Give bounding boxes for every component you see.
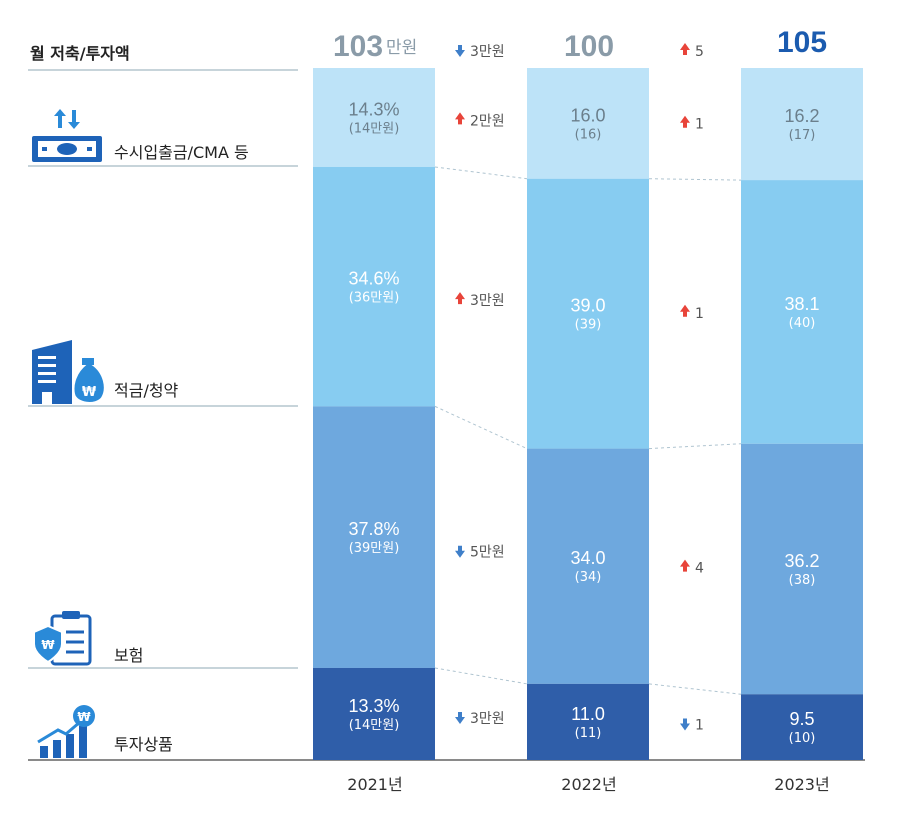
bar-segment bbox=[313, 406, 435, 668]
value-label: 13.3% bbox=[348, 696, 399, 716]
sub-value-label: (14만원) bbox=[349, 718, 400, 733]
legend-label-investment: 투자상품 bbox=[114, 735, 173, 754]
bar-segment bbox=[313, 166, 435, 407]
total-change-label: 3만원 bbox=[470, 44, 505, 60]
sub-value-label: (17) bbox=[789, 128, 816, 143]
total-2022: 100 bbox=[564, 30, 614, 63]
up-arrow-icon bbox=[455, 292, 465, 305]
change-label: 3만원 bbox=[470, 711, 505, 727]
change-label: 3만원 bbox=[470, 293, 505, 309]
total-value: 103 bbox=[333, 30, 383, 63]
bar-segment bbox=[527, 448, 649, 684]
total-unit: 만원 bbox=[386, 38, 417, 58]
value-label: 16.0 bbox=[570, 105, 605, 125]
sub-value-label: (14만원) bbox=[349, 121, 400, 136]
chart-title: 월 저축/투자액 bbox=[30, 44, 130, 63]
change-label: 2만원 bbox=[470, 113, 505, 129]
change-label: 1 bbox=[695, 306, 704, 322]
change-label: 1 bbox=[695, 117, 704, 133]
value-label: 9.5 bbox=[789, 709, 814, 729]
down-arrow-icon bbox=[680, 718, 690, 731]
up-arrow-icon bbox=[455, 112, 465, 125]
bank-savings-icon: ₩ bbox=[32, 340, 106, 404]
value-label: 38.1 bbox=[784, 294, 819, 314]
up-arrow-icon bbox=[680, 43, 690, 55]
change-label: 4 bbox=[695, 561, 704, 577]
connector-line bbox=[648, 443, 742, 450]
bar-segment bbox=[741, 180, 863, 444]
sub-value-label: (11) bbox=[575, 726, 602, 741]
bar-segment bbox=[741, 68, 863, 181]
value-label: 39.0 bbox=[570, 296, 605, 316]
value-label: 14.3% bbox=[348, 99, 399, 119]
bar-segment bbox=[527, 683, 649, 760]
change-label: 5만원 bbox=[470, 545, 505, 561]
connector-line bbox=[434, 166, 528, 180]
up-arrow-icon bbox=[680, 115, 690, 128]
sub-value-label: (39만원) bbox=[349, 541, 400, 556]
connector-line bbox=[648, 683, 742, 695]
change-indicators: 2만원 1 3만원 1 5만원 4 3만원 1 bbox=[455, 112, 704, 734]
year-label-2023: 2023년 bbox=[774, 775, 829, 794]
legend-label-cash: 수시입출금/CMA 등 bbox=[114, 143, 249, 162]
segment-labels: 14.3% (14만원) 34.6% (36만원) 37.8% (39만원) 13.3% (1… bbox=[348, 99, 819, 746]
sub-value-label: (16) bbox=[575, 127, 602, 142]
svg-text:₩: ₩ bbox=[77, 710, 91, 724]
svg-text:₩: ₩ bbox=[41, 638, 55, 652]
bar-segment bbox=[527, 178, 649, 449]
connector-line bbox=[434, 405, 528, 450]
bars-group bbox=[313, 68, 863, 760]
bar-segment bbox=[741, 443, 863, 695]
down-arrow-icon bbox=[455, 711, 465, 724]
down-arrow-icon bbox=[455, 45, 465, 57]
down-arrow-icon bbox=[455, 545, 465, 558]
total-change-label: 5 bbox=[695, 44, 704, 60]
up-arrow-icon bbox=[680, 559, 690, 572]
sub-value-label: (36만원) bbox=[349, 291, 400, 306]
change-label: 1 bbox=[695, 718, 704, 734]
bar-segment bbox=[741, 694, 863, 760]
up-arrow-icon bbox=[680, 304, 690, 317]
value-label: 11.0 bbox=[571, 704, 605, 724]
value-label: 16.2 bbox=[784, 106, 819, 126]
legend-label-savings: 적금/청약 bbox=[114, 381, 179, 400]
bar-segment bbox=[527, 68, 649, 179]
sub-value-label: (34) bbox=[575, 570, 602, 585]
investment-growth-icon: ₩ bbox=[37, 705, 95, 758]
total-change-indicators: 3만원 5 bbox=[455, 43, 704, 60]
connector-line bbox=[648, 178, 742, 181]
total-2023: 105 bbox=[777, 26, 827, 59]
total-2021: 103 만원 bbox=[333, 30, 417, 63]
year-label-2021: 2021년 bbox=[347, 775, 402, 794]
segment-connectors bbox=[434, 166, 742, 695]
sub-value-label: (38) bbox=[789, 573, 816, 588]
sub-value-label: (40) bbox=[789, 316, 816, 331]
bar-segment bbox=[313, 667, 435, 760]
sub-value-label: (39) bbox=[575, 318, 602, 333]
connector-line bbox=[434, 667, 528, 685]
legend-label-insurance: 보험 bbox=[114, 646, 143, 665]
cash-transfer-icon bbox=[32, 109, 102, 162]
value-label: 34.0 bbox=[570, 548, 605, 568]
value-label: 37.8% bbox=[348, 519, 399, 539]
insurance-clipboard-icon: ₩ bbox=[33, 611, 92, 666]
bar-segment bbox=[313, 68, 435, 167]
value-label: 36.2 bbox=[784, 551, 819, 571]
year-label-2022: 2022년 bbox=[561, 775, 616, 794]
sub-value-label: (10) bbox=[789, 731, 816, 746]
svg-text:₩: ₩ bbox=[82, 385, 97, 400]
value-label: 34.6% bbox=[348, 269, 399, 289]
